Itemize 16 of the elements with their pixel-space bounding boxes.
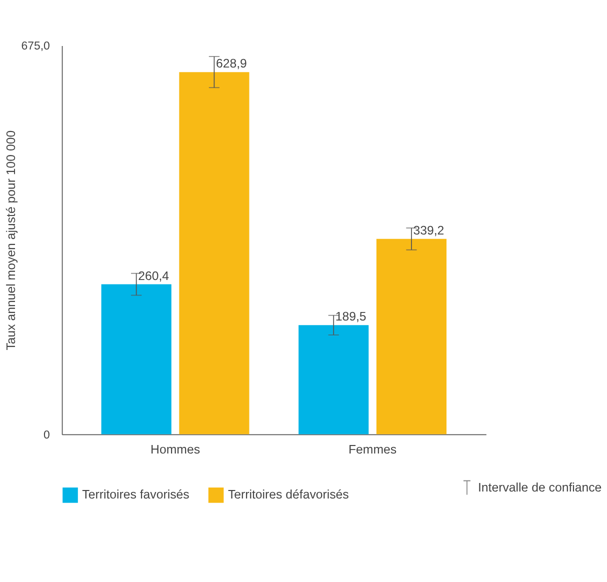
x-tick-label: Hommes xyxy=(150,442,200,456)
legend-label: Territoires favorisés xyxy=(82,488,190,502)
bar xyxy=(101,284,172,434)
data-label: 260,4 xyxy=(138,268,170,283)
text: Intervalle de confiance xyxy=(478,480,602,494)
data-label: 189,5 xyxy=(335,310,366,324)
data-label: 628,9 xyxy=(216,56,248,71)
bar xyxy=(376,238,446,434)
bar xyxy=(179,72,250,434)
x-tick-label: Femmes xyxy=(348,442,397,456)
y-axis-title: Taux annuel moyen ajusté pour 100 000 xyxy=(4,130,18,350)
y-tick-label: 0 xyxy=(44,429,50,442)
y-tick-label: 675,0 xyxy=(21,40,50,52)
legend-label: Territoires défavorisés xyxy=(228,488,349,502)
data-label: 339,2 xyxy=(413,224,444,238)
bar xyxy=(298,325,369,434)
